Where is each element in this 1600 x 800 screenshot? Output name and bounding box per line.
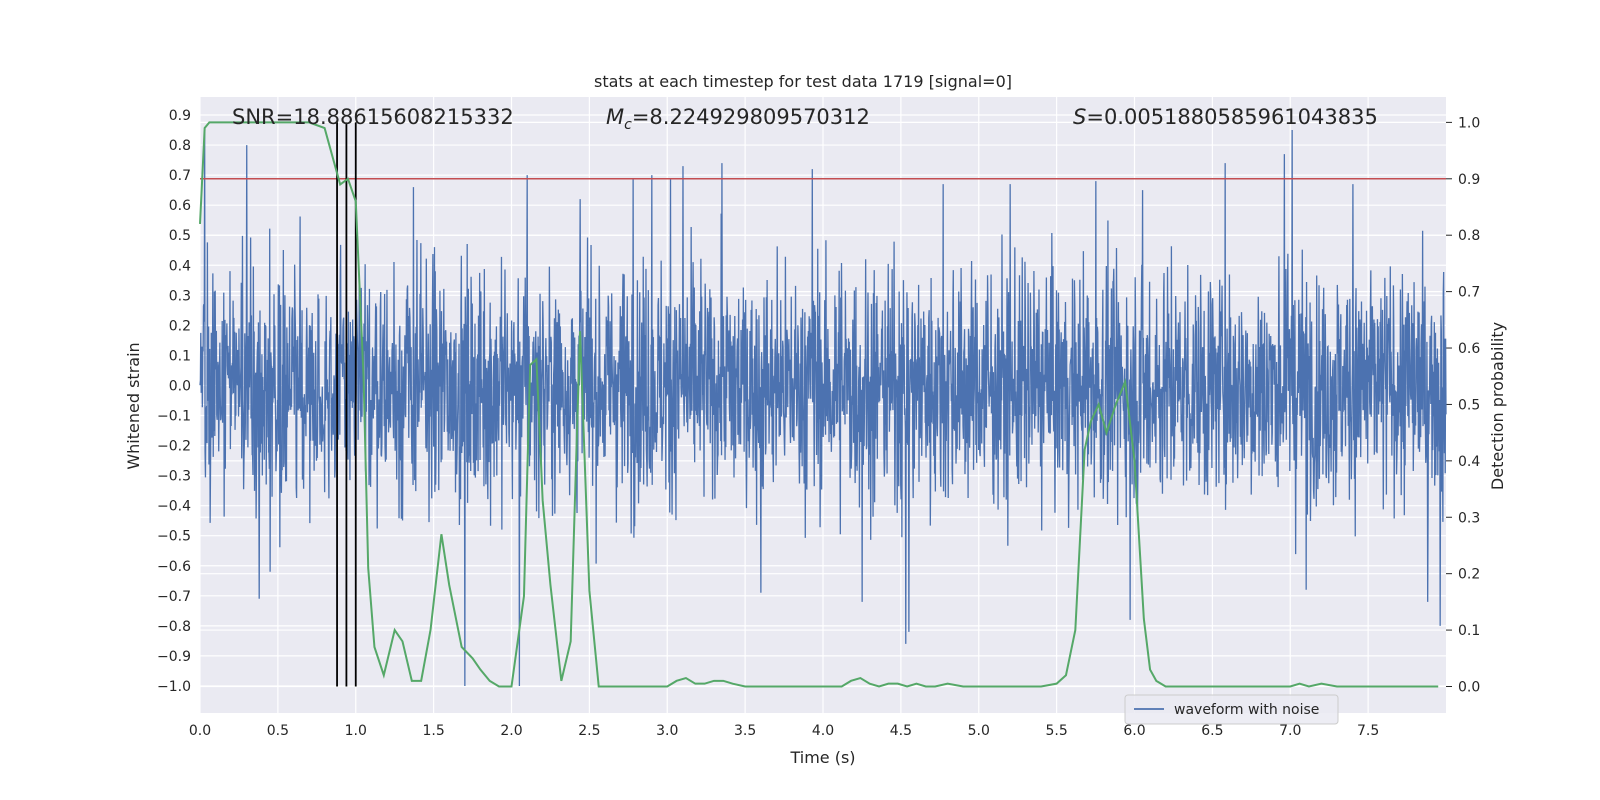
legend: waveform with noise: [1124, 694, 1339, 725]
y-tick-labels: 0.9 0.8 0.7 0.6 0.5 0.4 0.3 0.2 0.1 0.0 −0.1 −0.2 −0…: [157, 108, 191, 695]
s-annotation: S=0.0051880585961043835: [1073, 105, 1378, 129]
x-tick-label: 3.0: [656, 723, 678, 739]
y-tick-label: −0.3: [157, 469, 191, 485]
waveform-trace: [199, 127, 1447, 686]
y2-tick-label: 0.2: [1458, 567, 1480, 583]
chirp-mass-symbol: M: [606, 105, 624, 129]
y-tick-label: −0.1: [157, 409, 191, 425]
y-tick-label: 0.6: [169, 198, 191, 214]
x-tick-labels: 0.0 0.5 1.0 1.5 2.0 2.5 3.0 3.5 4.0 4.5 5.0 5.5 6.0 6…: [189, 723, 1379, 739]
legend-entry-waveform-with-noise: waveform with noise: [1174, 702, 1319, 718]
y2-tick-label: 0.7: [1458, 285, 1480, 301]
y-tick-label: 0.1: [169, 348, 191, 364]
chirp-mass-value: =8.224929809570312: [632, 105, 870, 129]
y-tick-label: 0.4: [169, 258, 191, 274]
x-tick-label: 3.5: [734, 723, 756, 739]
x-tick-label: 2.0: [500, 723, 522, 739]
x-tick-label: 6.0: [1123, 723, 1145, 739]
y-axis-label: Whitened strain: [124, 342, 143, 469]
y2-tick-labels: 1.0 0.9 0.8 0.7 0.6 0.5 0.4 0.3 0.2 0.1 0.0: [1446, 115, 1480, 695]
chart-title: stats at each timestep for test data 171…: [594, 72, 1012, 91]
x-tick-label: 5.0: [968, 723, 990, 739]
x-axis-label: Time (s): [789, 748, 855, 767]
y2-tick-label: 0.5: [1458, 397, 1480, 413]
y-tick-label: 0.3: [169, 288, 191, 304]
y2-tick-label: 0.6: [1458, 341, 1480, 357]
x-tick-label: 1.5: [422, 723, 444, 739]
y-tick-label: −0.7: [157, 589, 191, 605]
y2-tick-label: 0.8: [1458, 228, 1480, 244]
y-tick-label: −0.4: [157, 499, 191, 515]
x-tick-label: 4.5: [890, 723, 912, 739]
x-tick-label: 0.5: [267, 723, 289, 739]
y2-tick-label: 0.1: [1458, 623, 1480, 639]
y-tick-label: 0.7: [169, 168, 191, 184]
x-tick-label: 2.5: [578, 723, 600, 739]
x-tick-label: 5.5: [1045, 723, 1067, 739]
x-tick-label: 0.0: [189, 723, 211, 739]
y2-tick-label: 0.3: [1458, 510, 1480, 526]
y-tick-label: −0.2: [157, 439, 191, 455]
series-detection-probability: [199, 121, 1439, 688]
legend-box: [1124, 694, 1339, 725]
y2-tick-label: 1.0: [1458, 115, 1480, 131]
y-tick-label: −1.0: [157, 679, 191, 695]
x-tick-label: 7.5: [1357, 723, 1379, 739]
y-tick-label: 0.5: [169, 228, 191, 244]
probability-line: [199, 121, 1439, 688]
y-tick-label: 0.0: [169, 378, 191, 394]
s-symbol: S: [1073, 105, 1086, 129]
y2-tick-label: 0.4: [1458, 454, 1480, 470]
s-value: =0.0051880585961043835: [1086, 105, 1378, 129]
y-tick-label: −0.9: [157, 649, 191, 665]
chirp-mass-subscript: c: [624, 117, 632, 133]
snr-annotation: SNR=18.88615608215332: [232, 105, 514, 129]
y-tick-label: 0.9: [169, 108, 191, 124]
y-tick-label: 0.2: [169, 318, 191, 334]
y-tick-label: −0.6: [157, 559, 191, 575]
series-waveform-with-noise: [199, 127, 1447, 686]
chirp-mass-annotation: Mc=8.224929809570312: [606, 105, 870, 133]
y2-tick-label: 0.0: [1458, 679, 1480, 695]
y-tick-label: −0.5: [157, 529, 191, 545]
y-tick-label: 0.8: [169, 138, 191, 154]
x-tick-label: 1.0: [345, 723, 367, 739]
x-tick-label: 6.5: [1201, 723, 1223, 739]
x-tick-label: 4.0: [812, 723, 834, 739]
y2-tick-label: 0.9: [1458, 172, 1480, 188]
x-tick-label: 7.0: [1279, 723, 1301, 739]
y-tick-label: −0.8: [157, 619, 191, 635]
y2-axis-label: Detection probability: [1488, 322, 1507, 490]
